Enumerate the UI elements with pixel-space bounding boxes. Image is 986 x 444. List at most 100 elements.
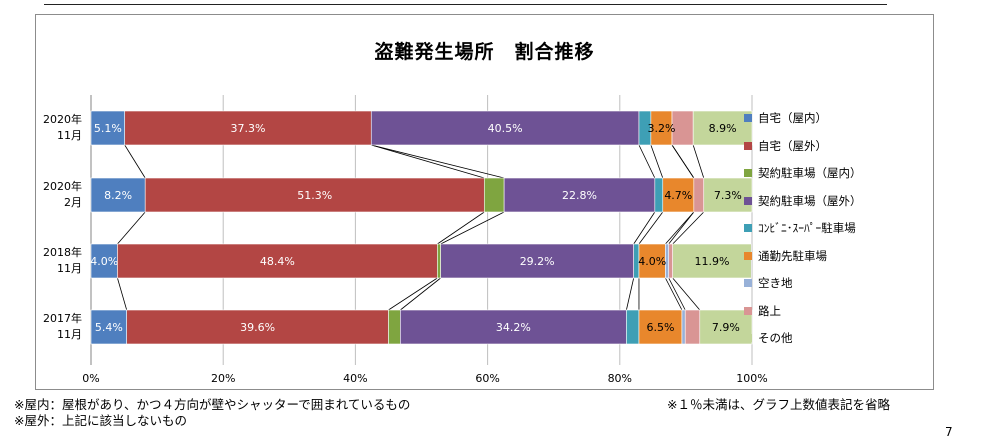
data-label: 5.1% [94,122,122,135]
x-tick-label: 60% [475,372,499,385]
bar-segment [117,243,438,279]
series-connector-line [400,277,441,311]
legend-swatch [744,141,752,150]
legend-item: 自宅（屋内） [744,110,827,126]
category-label: 2020年 2月 [22,179,82,211]
note-label-omission: ※１％未満は、グラフ上数値表記を省略 [667,397,890,412]
legend-item: ｺﾝﾋﾞﾆ･ｽｰﾊﾟｰ駐車場 [744,220,856,236]
data-label: 11.9% [695,255,730,268]
data-label: 7.3% [714,189,742,202]
page-number: 7 [945,425,953,439]
bar-segment [703,177,753,213]
series-connector-line [117,277,128,311]
data-label: 3.2% [647,122,675,135]
series-connector-line [672,277,701,311]
bar-segment [699,309,753,345]
data-label: 8.9% [709,122,737,135]
series-connector-line [633,211,656,245]
legend-item: 空き地 [744,275,793,291]
x-tick-label: 20% [211,372,235,385]
series-connector-line [692,144,705,179]
data-label: 22.8% [562,189,597,202]
series-connector-line [671,144,695,179]
bar-segment [440,243,634,279]
bar-segment [654,177,664,213]
category-label-line: 2月 [64,196,82,209]
series-connector-line [440,211,505,245]
data-label: 6.5% [646,321,674,334]
legend-item: 自宅（屋外） [744,138,827,154]
category-label-line: 11月 [57,328,82,341]
note-indoor-definition: ※屋内：屋根があり、かつ４方向が壁やシャッターで囲まれているもの [14,397,411,412]
bar-segment [437,243,441,279]
legend-label: ｺﾝﾋﾞﾆ･ｽｰﾊﾟｰ駐車場 [758,221,856,235]
series-connector-line [668,211,695,245]
legend-label: 自宅（屋内） [758,111,827,125]
legend-swatch [744,196,752,205]
category-label-line: 11月 [57,262,82,275]
series-connector-line [672,211,705,245]
bar-segment [90,243,118,279]
x-tick-label: 40% [343,372,367,385]
bar-segment [681,309,686,345]
bar-segment [668,243,673,279]
data-label: 4.0% [638,255,666,268]
legend-swatch [744,334,752,342]
legend-swatch [744,114,752,122]
legend-item: 路上 [744,303,781,319]
data-label: 4.0% [90,255,118,268]
bar-segment [693,177,705,213]
legend-item: その他 [744,330,793,346]
data-label: 8.2% [104,189,132,202]
series-connector-line [665,277,683,311]
legend-label: 契約駐車場（屋内） [758,166,862,180]
bar-segment [124,110,372,146]
data-label: 39.6% [240,321,275,334]
chart-title: 盗難発生場所 割合推移 [374,41,595,63]
data-label: 29.2% [520,255,555,268]
legend-item: 契約駐車場（屋外） [744,193,862,209]
bar-segment [90,309,127,345]
data-label: 51.3% [297,189,332,202]
legend-label: 通勤先駐車場 [758,248,827,263]
bar-segment [626,309,640,345]
legend-swatch [744,251,752,260]
series-connector-line [437,211,485,245]
legend-label: 契約駐車場（屋外） [758,193,862,208]
note-outdoor-definition: ※屋外：上記に該当しないもの [14,413,187,428]
legend-label: その他 [758,331,793,345]
bar-segment [388,309,401,345]
bar-segment [638,243,666,279]
series-connector-line [665,211,695,245]
legend-label: 空き地 [758,276,793,290]
legend-swatch [744,224,752,232]
category-label-line: 2018年 [43,246,82,259]
bar-segment [90,110,126,146]
bar-segment [684,309,701,345]
series-connector-line [626,277,635,311]
category-label: 2018年 11月 [22,245,82,277]
category-label-line: 2020年 [43,113,82,126]
series-connector-line [371,144,485,179]
bar-segment [503,177,656,213]
bar-segment [370,110,640,146]
data-label: 7.9% [712,321,740,334]
bar-segment [692,110,753,146]
data-label: 40.5% [488,122,523,135]
category-label-line: 2017年 [43,312,82,325]
legend-label: 自宅（屋外） [758,138,827,153]
category-label: 2017年 11月 [22,311,82,343]
bar-segment [483,177,505,213]
data-label: 37.3% [231,122,266,135]
category-label: 2020年 11月 [22,112,82,144]
series-connector-line [650,144,664,179]
data-label: 48.4% [260,255,295,268]
legend-swatch [744,306,752,315]
bar-segment [638,309,683,345]
data-label: 4.7% [664,189,692,202]
bar-segment [400,309,627,345]
header-rule [44,4,887,5]
legend-label: 路上 [758,303,781,318]
series-connector-line [371,144,505,179]
